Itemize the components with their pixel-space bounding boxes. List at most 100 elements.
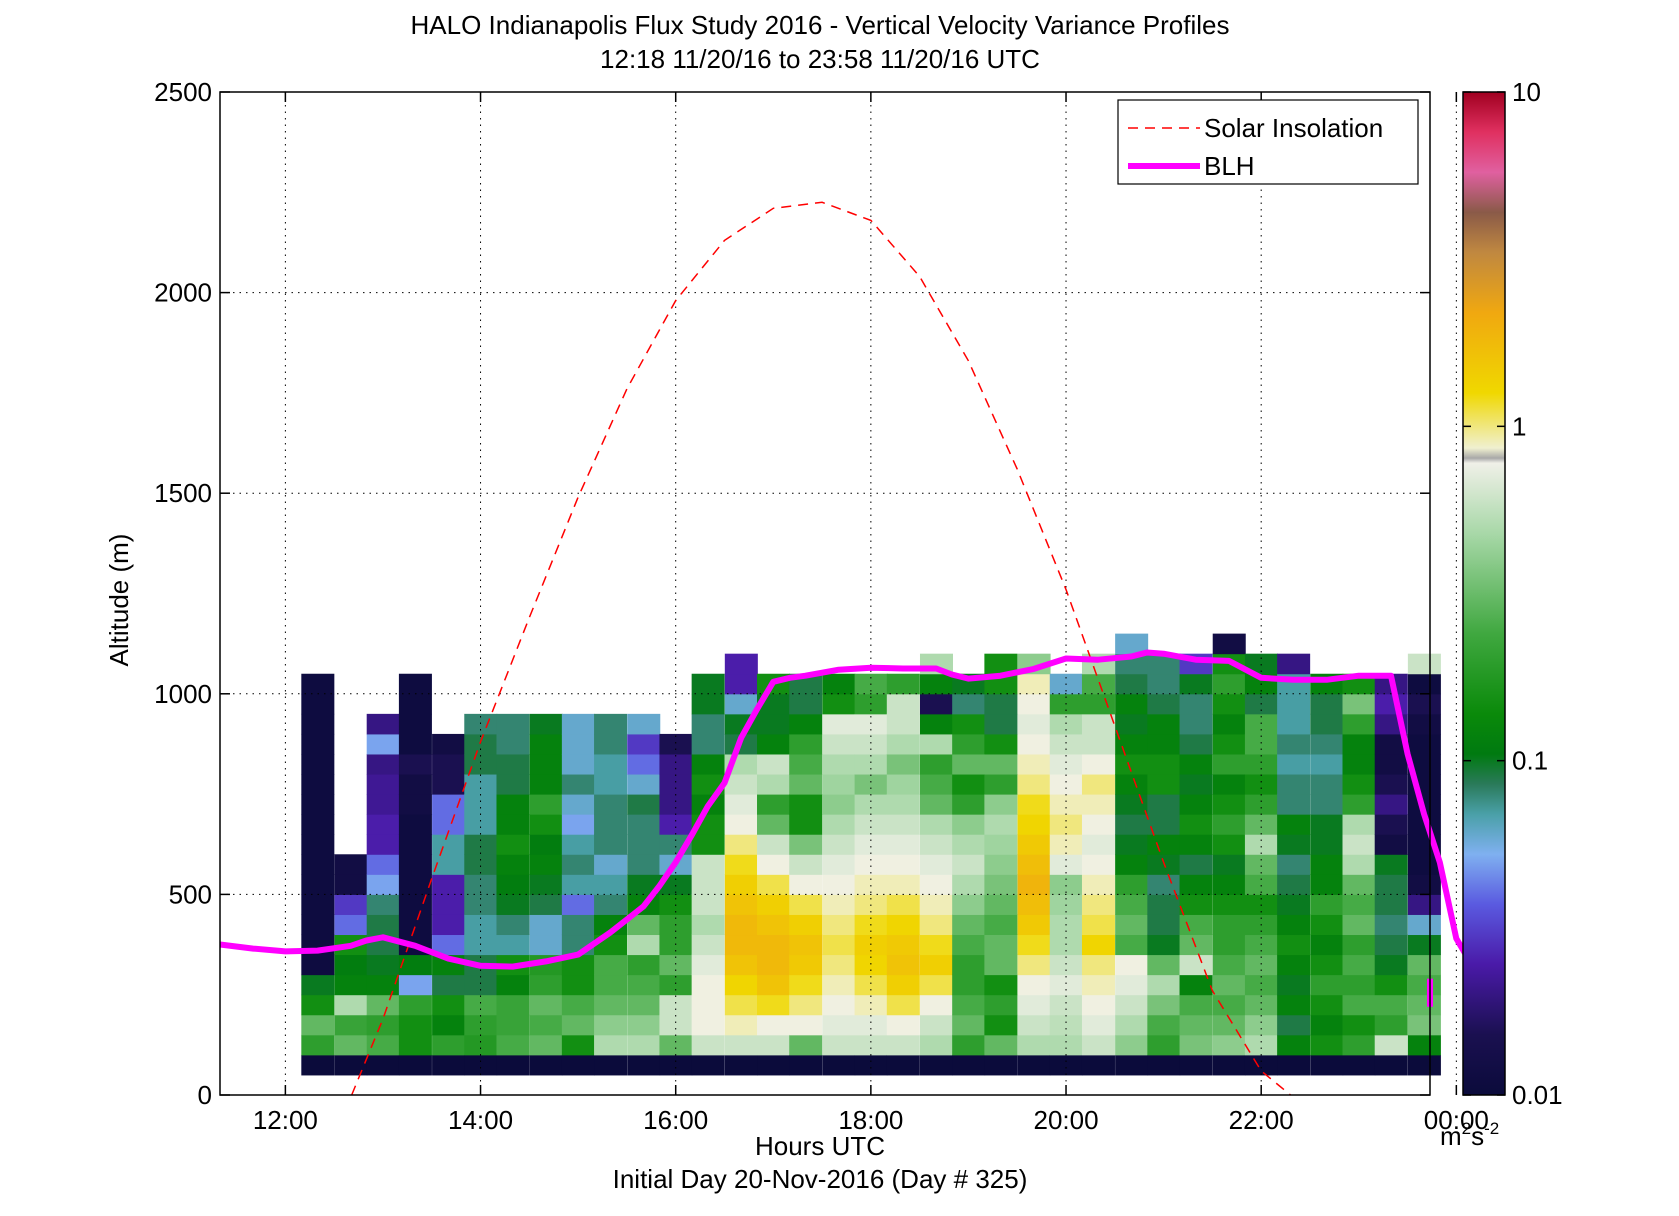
heatmap-cell [1049, 774, 1083, 795]
heatmap-cell [1147, 874, 1181, 895]
heatmap-cell [1115, 1054, 1149, 1076]
heatmap-cell [886, 1054, 920, 1076]
heatmap-cell [398, 1054, 432, 1076]
heatmap-cell [1147, 753, 1181, 775]
heatmap-cell [1212, 753, 1246, 775]
heatmap-cell [919, 934, 953, 956]
heatmap-cell [1407, 974, 1441, 996]
heatmap-cell [1277, 693, 1311, 715]
heatmap-cell [659, 733, 693, 755]
heatmap-cell [1277, 1014, 1311, 1036]
heatmap-cell [464, 854, 498, 875]
heatmap-cell [529, 733, 563, 755]
heatmap-cell [1310, 954, 1344, 976]
heatmap-cell [691, 874, 725, 895]
heatmap-cell [496, 854, 530, 875]
heatmap-cell [1081, 874, 1115, 895]
heatmap-cell [822, 774, 856, 795]
heatmap-cell [464, 753, 498, 775]
heatmap-cell [398, 894, 432, 915]
heatmap-cell [952, 713, 986, 735]
heatmap-cell [1017, 874, 1051, 895]
heatmap-cell [464, 874, 498, 895]
heatmap-cell [952, 854, 986, 875]
heatmap-cell [1310, 914, 1344, 936]
heatmap-cell [1049, 794, 1083, 815]
heatmap-cell [1342, 733, 1376, 755]
heatmap-cell [822, 733, 856, 755]
heatmap-cell [691, 1054, 725, 1076]
heatmap-cell [529, 814, 563, 835]
heatmap-cell [952, 894, 986, 915]
heatmap-cell [659, 774, 693, 795]
heatmap-cell [464, 733, 498, 755]
heatmap-cell [789, 814, 823, 835]
heatmap-cell [1147, 733, 1181, 755]
heatmap-cell [822, 974, 856, 996]
heatmap-cell [1115, 794, 1149, 815]
heatmap-cell [1310, 1014, 1344, 1036]
heatmap-cell [789, 713, 823, 735]
heatmap-cell [432, 753, 466, 775]
heatmap-cell [724, 794, 758, 815]
heatmap-cell [627, 974, 661, 996]
heatmap-cell [1310, 994, 1344, 1016]
heatmap-cell [1017, 733, 1051, 755]
heatmap-cell [822, 834, 856, 855]
heatmap-cell [822, 1054, 856, 1076]
heatmap-cell [301, 874, 335, 895]
heatmap-cell [1147, 1034, 1181, 1056]
heatmap-cell [1049, 753, 1083, 775]
heatmap-cell [952, 693, 986, 715]
heatmap-cell [854, 814, 888, 835]
heatmap-cell [496, 753, 530, 775]
heatmap-cell [398, 673, 432, 695]
heatmap-cell [1310, 733, 1344, 755]
heatmap-cell [1244, 794, 1278, 815]
heatmap-cell [1244, 653, 1278, 675]
heatmap-cell [1179, 854, 1213, 875]
heatmap-cell [919, 673, 953, 695]
heatmap-cell [1017, 814, 1051, 835]
heatmap-cell [366, 954, 400, 976]
heatmap-cell [1049, 713, 1083, 735]
y-tick-label: 2000 [154, 278, 212, 308]
heatmap-cell [1244, 974, 1278, 996]
heatmap-cell [1115, 854, 1149, 875]
heatmap-cell [1212, 1014, 1246, 1036]
heatmap-cell [561, 954, 595, 976]
heatmap-cell [1115, 994, 1149, 1016]
heatmap-cell [529, 914, 563, 936]
heatmap-cell [1017, 974, 1051, 996]
heatmap-cell [1017, 673, 1051, 695]
heatmap-cell [919, 1014, 953, 1036]
heatmap-cell [1310, 794, 1344, 815]
heatmap-cell [594, 914, 628, 936]
heatmap-cell [1179, 814, 1213, 835]
heatmap-cell [1310, 774, 1344, 795]
chart-title: HALO Indianapolis Flux Study 2016 - Vert… [411, 10, 1230, 40]
heatmap-cell [1407, 914, 1441, 936]
heatmap-cell [919, 794, 953, 815]
heatmap-cell [1244, 733, 1278, 755]
x-tick-label: 16:00 [643, 1105, 708, 1135]
heatmap-cell [1212, 673, 1246, 695]
heatmap-cell [1374, 974, 1408, 996]
heatmap-cell [432, 774, 466, 795]
heatmap-cell [886, 914, 920, 936]
heatmap-cell [1374, 1054, 1408, 1076]
heatmap-cell [1277, 713, 1311, 735]
heatmap-cell [398, 794, 432, 815]
heatmap-cell [1277, 653, 1311, 675]
heatmap-cell [789, 1014, 823, 1036]
heatmap-cell [398, 974, 432, 996]
heatmap-cell [691, 1034, 725, 1056]
heatmap-cell [561, 753, 595, 775]
heatmap-cell [1115, 1014, 1149, 1036]
heatmap-cell [886, 733, 920, 755]
heatmap-cell [659, 1014, 693, 1036]
heatmap-cell [1342, 934, 1376, 956]
heatmap-cell [432, 733, 466, 755]
y-tick-label: 1000 [154, 679, 212, 709]
heatmap-cell [984, 914, 1018, 936]
